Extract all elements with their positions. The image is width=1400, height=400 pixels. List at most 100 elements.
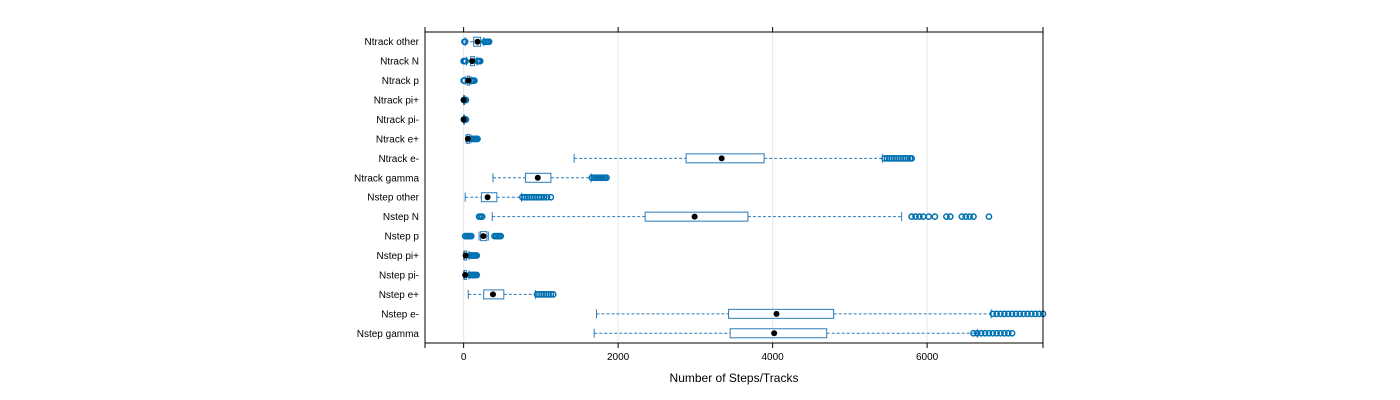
box-ntrack-e-: [573, 153, 916, 164]
category-label: Ntrack p: [382, 76, 420, 87]
outlier-point: [1004, 310, 1012, 318]
outlier-point: [478, 213, 486, 221]
outlier-point: [997, 310, 1004, 318]
outlier-point: [916, 213, 923, 221]
box-ntrack-p: [460, 75, 478, 86]
category-label: Ntrack pi+: [374, 96, 419, 107]
outlier-point: [904, 154, 912, 162]
category-label: Nstep e+: [379, 290, 419, 301]
median-dot: [460, 97, 467, 104]
outlier-point: [543, 193, 551, 201]
median-dot: [462, 271, 469, 278]
median-dot: [474, 38, 481, 45]
box-nstep-n: [475, 211, 993, 222]
outlier-point: [908, 213, 916, 221]
outlier-point: [997, 329, 1004, 337]
gridlines: [463, 32, 928, 343]
outlier-point: [537, 193, 545, 201]
outlier-point: [1001, 329, 1008, 337]
median-dot: [718, 155, 725, 162]
median-dot: [771, 330, 778, 337]
box-ntrack-n: [460, 56, 484, 67]
box-ntrack-pi-: [460, 114, 470, 125]
outlier-point: [958, 213, 966, 221]
box-nstep-pi-: [462, 250, 481, 261]
median-dot: [465, 77, 472, 84]
outlier-point: [549, 291, 557, 298]
outlier-point: [908, 154, 916, 162]
outlier-point: [1008, 329, 1016, 337]
x-axis-title: Number of Steps/Tracks: [670, 371, 799, 385]
outlier-point: [547, 291, 555, 298]
median-dot: [480, 233, 487, 240]
outlier-point: [547, 193, 555, 201]
outlier-point: [1004, 329, 1012, 337]
box-iqr: [685, 153, 765, 164]
outlier-point: [970, 329, 977, 337]
outlier-point: [540, 193, 548, 201]
category-label: Nstep pi-: [379, 270, 419, 281]
outlier-point: [462, 57, 469, 65]
category-labels: Ntrack other Ntrack N Ntrack p Ntrack pi+ Nt…: [354, 37, 420, 340]
outlier-point: [1020, 310, 1028, 318]
category-label: Ntrack gamma: [354, 173, 419, 184]
outlier-point: [966, 213, 973, 221]
category-label: Nstep e-: [381, 309, 419, 320]
box-nstep-pi-: [462, 269, 481, 280]
x-tick-label: 0: [461, 352, 467, 363]
plot-frame: [424, 31, 1044, 344]
x-tick-label: 6000: [916, 352, 939, 363]
outlier-point: [471, 77, 478, 84]
outlier-point: [1024, 310, 1031, 318]
outlier-point: [985, 213, 993, 221]
category-label: Nstep p: [385, 232, 420, 243]
outlier-point: [1012, 310, 1020, 318]
box-ntrack-pi-: [460, 95, 470, 106]
outlier-point: [1008, 310, 1016, 318]
boxes: [460, 36, 1047, 339]
category-label: Nstep other: [367, 193, 419, 204]
outlier-point: [989, 310, 997, 318]
outlier-point: [485, 38, 493, 46]
outlier-point: [993, 329, 1001, 337]
outlier-point: [912, 213, 919, 221]
outlier-point: [970, 213, 977, 221]
outlier-point: [476, 57, 484, 65]
category-label: Ntrack pi-: [376, 115, 419, 126]
median-dot: [469, 58, 476, 65]
outlier-point: [474, 135, 481, 143]
box-nstep-e-: [467, 289, 557, 300]
box-nstep-gamma: [593, 328, 1016, 339]
category-label: Ntrack N: [380, 57, 419, 68]
box-nstep-p: [461, 231, 505, 242]
category-label: Ntrack e+: [376, 134, 419, 145]
category-label: Ntrack e-: [378, 154, 419, 165]
outlier-point: [931, 213, 939, 221]
outlier-point: [1028, 310, 1035, 318]
outlier-point: [1016, 310, 1024, 318]
outlier-point: [989, 329, 997, 337]
outlier-point: [925, 213, 933, 221]
median-dot: [460, 116, 467, 123]
median-dot: [691, 213, 698, 220]
outlier-point: [473, 252, 481, 259]
median-dot: [534, 174, 541, 181]
median-dot: [773, 310, 780, 317]
outlier-point: [946, 213, 954, 221]
box-nstep-other: [464, 192, 555, 203]
outlier-point: [981, 329, 989, 337]
outlier-point: [497, 232, 505, 240]
x-tick-label: 4000: [762, 352, 785, 363]
box-ntrack-other: [461, 36, 493, 47]
outlier-point: [962, 213, 970, 221]
outlier-point: [1031, 310, 1039, 318]
category-label: Nstep pi+: [376, 251, 419, 262]
outlier-point: [473, 271, 481, 279]
category-label: Nstep gamma: [357, 329, 420, 340]
outlier-point: [461, 38, 469, 46]
outlier-point: [985, 329, 993, 337]
outlier-point: [603, 174, 610, 182]
box-iqr: [729, 328, 828, 339]
outlier-point: [1035, 310, 1043, 318]
